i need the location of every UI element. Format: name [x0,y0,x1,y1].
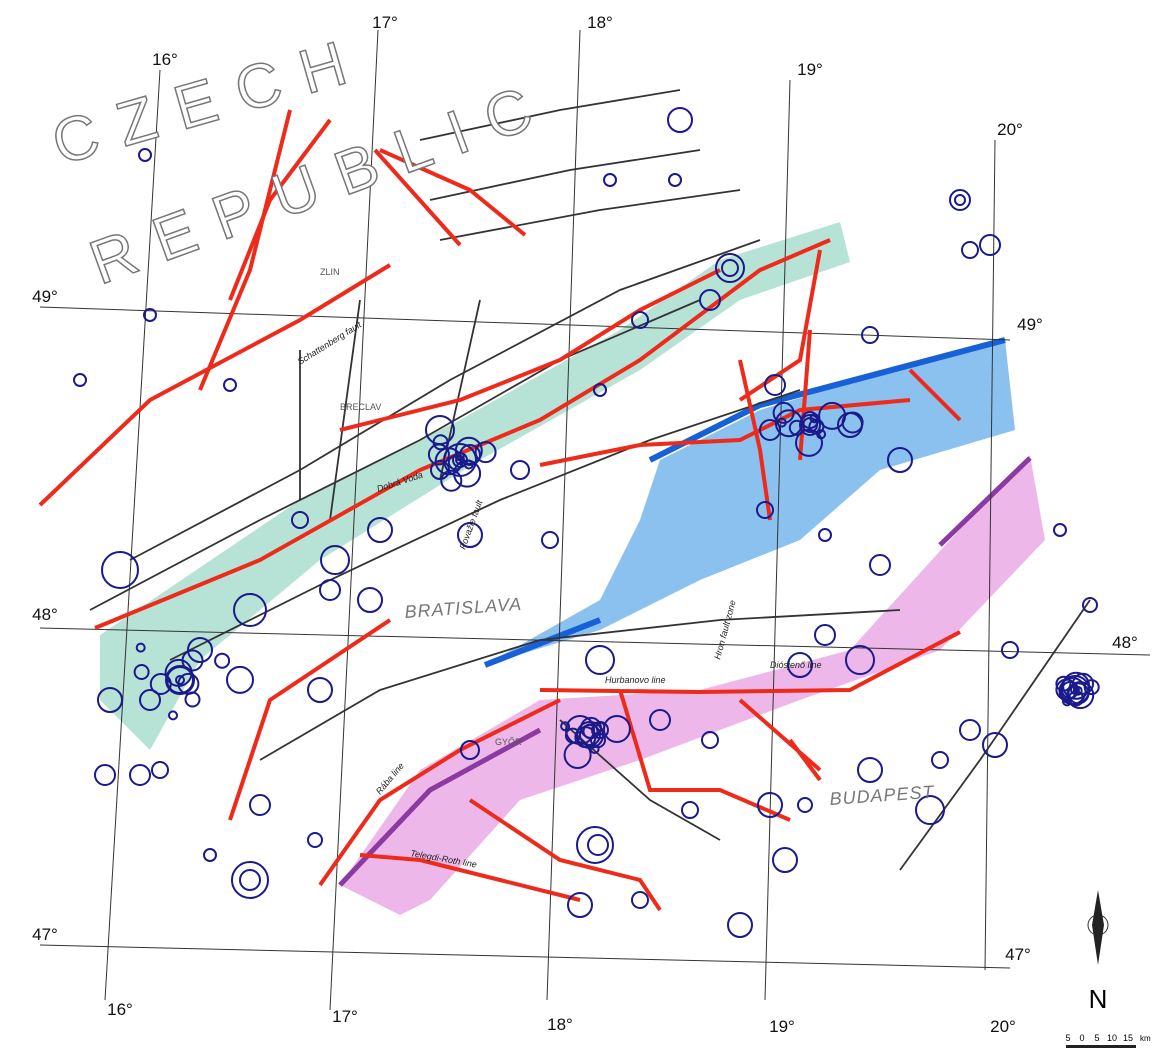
epicenter [798,798,812,812]
scale-bar [1066,1045,1136,1048]
epicenter [870,555,890,575]
epicenter [819,529,831,541]
epicenter [308,678,332,702]
scale-tick-label: 5 [1065,1033,1070,1043]
epicenter [74,374,86,386]
epicenter [232,862,268,898]
fault-label: Považie fault [457,498,484,550]
epicenter [955,195,965,205]
epicenter [682,802,698,818]
epicenter [962,242,978,258]
epicenter [668,108,692,132]
epicenter [227,667,253,693]
fault-label: Rába line [374,761,406,797]
epicenter [1002,642,1018,658]
epicenter [224,379,236,391]
epicenter [542,532,558,548]
epicenter [358,588,382,612]
epicenter [773,848,797,872]
graticule-label: 16° [152,50,178,69]
epicenter [511,461,529,479]
epicenter [308,833,322,847]
epicenter [702,732,718,748]
graticule-label: 17° [332,1007,358,1026]
graticule-label: 48° [32,605,58,624]
graticule-label: 19° [797,60,823,79]
graticule-label: 49° [1017,315,1043,334]
epicenter [950,190,970,210]
map: CZECH REPUBLIC 16° 17° 18° 19° 20° 16° 17° 18° 1… [0,0,1168,1052]
epicenter [169,711,177,719]
epicenter [240,870,260,890]
epicenter [960,720,980,740]
epicenter [320,580,340,600]
graticule-label: 18° [547,1015,573,1034]
scale-unit: km [1140,1034,1151,1043]
graticule-label: 18° [587,13,613,32]
epicenter [95,765,115,785]
epicenter [858,758,882,782]
graticule-label: 20° [990,1017,1016,1036]
epicenter [728,913,752,937]
graticule-label: 48° [1112,633,1138,652]
epicenter [215,654,229,668]
epicenter [1054,524,1066,536]
graticule-label: 19° [769,1017,795,1036]
epicenter [815,625,835,645]
town-label: GYŐR [495,737,522,747]
epicenter [250,795,270,815]
graticule-label: 49° [32,287,58,306]
city-label: BUDAPEST [829,782,936,809]
epicenter [102,552,138,588]
graticule-label: 17° [372,13,398,32]
graticule-label: 16° [107,1000,133,1019]
country-label: CZECH REPUBLIC [45,23,562,298]
epicenter [604,174,616,186]
fault-label: Diósjenő line [770,660,822,670]
north-label: N [1089,984,1108,1014]
epicenter [204,849,216,861]
graticule-label: 20° [997,120,1023,139]
epicenter [669,174,681,186]
north-arrow: N [1088,890,1108,1014]
town-label: ZLIN [320,267,340,277]
graticule-label: 47° [1005,945,1031,964]
graticule-label: 47° [32,925,58,944]
scale-tick-label: 10 [1107,1033,1117,1043]
city-label: BRATISLAVA [404,594,523,622]
epicenter [932,752,948,768]
epicenter [632,892,648,908]
scale-tick-label: 15 [1123,1033,1133,1043]
fault-label: Hron fault zone [712,599,737,661]
town-label: BRECLAV [340,402,381,412]
scale-tick-label: 5 [1094,1033,1099,1043]
scale-tick-label: 0 [1079,1033,1084,1043]
epicenter [588,835,608,855]
epicenter [130,765,150,785]
epicenter [152,762,168,778]
epicenter [980,235,1000,255]
epicenter [568,893,592,917]
epicenter [586,646,614,674]
fault-label: Hurbanovo line [605,675,666,685]
